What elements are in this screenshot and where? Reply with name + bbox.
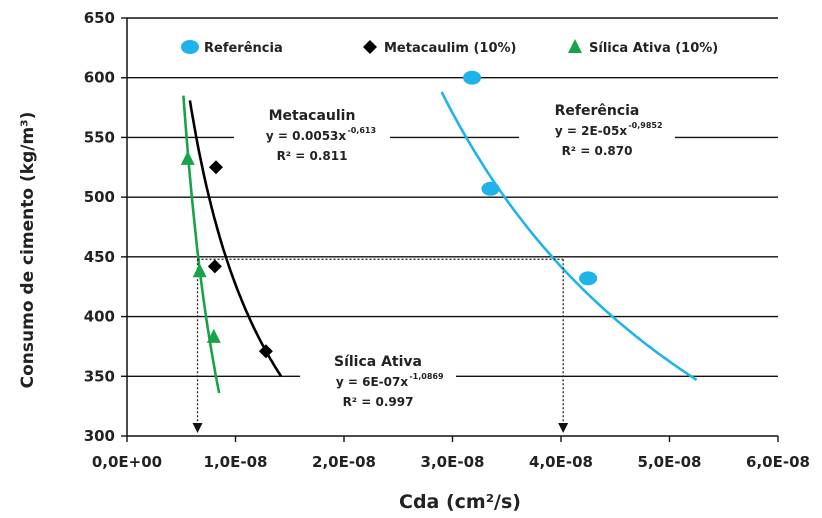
trend-annotation: Referência y = 2E-05x -0,9852 R² = 0.870 — [519, 100, 675, 166]
trend-title: Referência — [555, 103, 640, 119]
legend-label: Metacaulim (10%) — [384, 41, 516, 56]
marker-circle — [181, 40, 199, 54]
annotation-background — [300, 351, 456, 417]
trend-r2: R² = 0.997 — [343, 395, 414, 409]
x-axis-title: Cda (cm²/s) — [399, 491, 521, 513]
legend-label: Referência — [204, 41, 283, 56]
y-tick-label: 450 — [84, 248, 115, 266]
y-tick-label: 500 — [84, 188, 115, 206]
trend-line — [440, 91, 698, 381]
x-tick-label: 1,0E-08 — [204, 453, 268, 471]
y-tick-label: 350 — [84, 367, 115, 385]
x-tick-label: 3,0E-08 — [421, 453, 485, 471]
data-points — [180, 70, 598, 359]
tick-labels: 300 350 400 450 500 550 600 650 0,0E+00 1,0E-08 2,… — [84, 9, 810, 471]
trend-r2: R² = 0.870 — [562, 144, 633, 158]
marker-diamond — [258, 344, 273, 359]
trend-title: Sílica Ativa — [334, 354, 422, 370]
trend-equation: y = 6E-07x — [336, 375, 408, 389]
axes — [121, 17, 779, 442]
legend: Referência Metacaulim (10%) Sílica Ativa (… — [181, 39, 718, 56]
marker-triangle — [180, 150, 195, 165]
marker-triangle — [192, 263, 207, 278]
trend-equation: y = 2E-05x — [555, 124, 627, 138]
marker-diamond — [208, 160, 223, 175]
y-tick-label: 300 — [84, 427, 115, 445]
gridlines — [127, 17, 778, 377]
marker-circle — [463, 70, 482, 85]
trend-annotations: Referência y = 2E-05x -0,9852 R² = 0.870 Met… — [234, 100, 675, 417]
annotation-background — [519, 100, 675, 166]
x-tick-label: 5,0E-08 — [638, 453, 702, 471]
arrow-head — [558, 423, 569, 433]
trend-exponent: -1,0869 — [409, 372, 444, 381]
guide-lines — [192, 258, 569, 433]
trend-exponent: -0,613 — [347, 126, 376, 135]
y-tick-label: 400 — [84, 308, 115, 326]
y-axis-title: Consumo de cimento (kg/m³) — [18, 112, 38, 389]
trend-line — [182, 95, 221, 394]
trend-annotation: Metacaulin y = 0.0053x -0,613 R² = 0.811 — [234, 105, 390, 171]
marker-diamond — [207, 259, 222, 274]
legend-label: Sílica Ativa (10%) — [589, 41, 718, 56]
trend-title: Metacaulin — [269, 108, 356, 124]
y-tick-label: 600 — [84, 69, 115, 87]
x-tick-label: 4,0E-08 — [529, 453, 593, 471]
marker-triangle — [206, 328, 221, 343]
x-tick-label: 6,0E-08 — [746, 453, 810, 471]
y-tick-label: 650 — [84, 9, 115, 27]
annotation-background — [234, 105, 390, 171]
marker-circle — [579, 271, 598, 286]
trend-exponent: -0,9852 — [628, 121, 662, 130]
trend-annotation: Sílica Ativa y = 6E-07x -1,0869 R² = 0.997 — [300, 351, 456, 417]
trend-r2: R² = 0.811 — [277, 149, 348, 163]
x-tick-label: 0,0E+00 — [92, 453, 162, 471]
arrow-head — [192, 423, 203, 433]
marker-circle — [481, 181, 500, 196]
marker-diamond — [363, 40, 377, 54]
y-tick-label: 550 — [84, 128, 115, 146]
trend-equation: y = 0.0053x — [266, 129, 347, 143]
x-tick-label: 2,0E-08 — [312, 453, 376, 471]
marker-triangle — [568, 39, 582, 53]
